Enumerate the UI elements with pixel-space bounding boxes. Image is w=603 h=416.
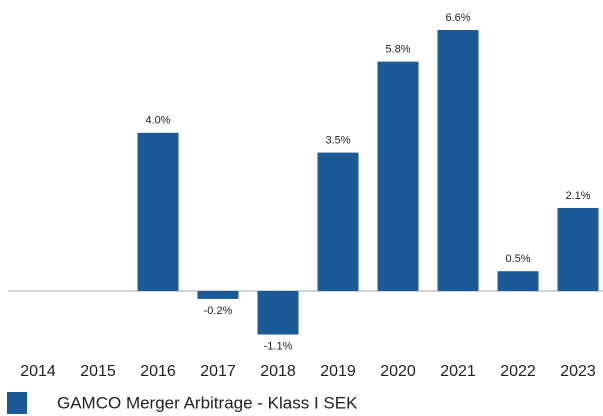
x-tick-label: 2019: [320, 363, 356, 380]
data-label: 2.1%: [565, 190, 590, 202]
x-tick-label: 2022: [500, 363, 536, 380]
x-tick-label: 2017: [200, 363, 236, 380]
x-tick-label: 2015: [80, 363, 116, 380]
x-tick-label: 2014: [20, 363, 56, 380]
data-label: 0.5%: [505, 253, 530, 265]
data-label: -1.1%: [264, 340, 293, 352]
data-label: 4.0%: [145, 115, 170, 127]
bar: [437, 30, 479, 291]
bar: [137, 132, 179, 291]
legend-swatch: [7, 392, 27, 414]
data-label: 3.5%: [325, 134, 350, 146]
bar: [377, 61, 419, 291]
bar: [257, 291, 299, 335]
x-tick-label: 2023: [560, 363, 596, 380]
data-label: 6.6%: [445, 12, 470, 24]
bar: [557, 207, 599, 291]
x-tick-label: 2018: [260, 363, 296, 380]
bar: [497, 271, 539, 291]
data-label: 5.8%: [385, 44, 410, 56]
data-label: -0.2%: [204, 305, 233, 317]
x-tick-label: 2016: [140, 363, 176, 380]
x-tick-label: 2021: [440, 363, 476, 380]
bar: [317, 152, 359, 291]
x-tick-label: 2020: [380, 363, 416, 380]
legend-label: GAMCO Merger Arbitrage - Klass I SEK: [57, 393, 358, 412]
bar: [197, 291, 239, 299]
